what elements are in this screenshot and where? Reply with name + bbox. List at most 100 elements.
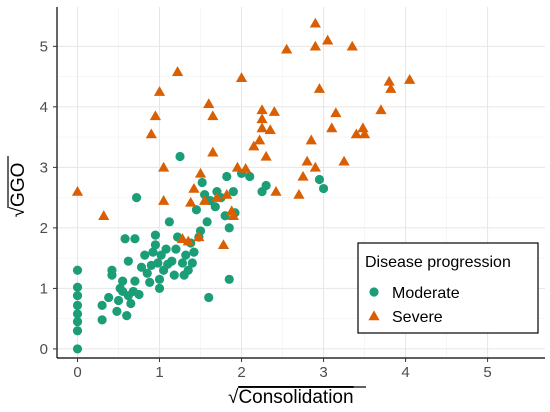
data-point-severe bbox=[301, 155, 313, 166]
data-point-severe bbox=[281, 43, 293, 54]
data-point-moderate bbox=[126, 298, 136, 309]
data-point-moderate bbox=[131, 193, 142, 203]
data-point-severe bbox=[153, 86, 166, 96]
data-point-severe bbox=[375, 104, 387, 115]
data-point-severe bbox=[256, 104, 268, 115]
data-point-moderate bbox=[107, 265, 117, 275]
data-point-moderate bbox=[118, 276, 128, 286]
data-point-severe bbox=[199, 195, 211, 205]
x-tick-label: 0 bbox=[73, 364, 81, 381]
data-point-severe bbox=[270, 185, 282, 196]
data-point-moderate bbox=[261, 180, 271, 191]
data-point-moderate bbox=[130, 234, 140, 244]
data-point-moderate bbox=[150, 240, 161, 250]
data-point-moderate bbox=[97, 300, 107, 310]
data-point-moderate bbox=[112, 306, 122, 317]
data-point-severe bbox=[293, 189, 305, 199]
y-tick-label: 0 bbox=[40, 341, 48, 358]
data-point-moderate bbox=[222, 171, 232, 182]
data-point-moderate bbox=[245, 171, 255, 182]
data-point-severe bbox=[309, 17, 321, 28]
data-point-severe bbox=[211, 192, 223, 202]
data-point-severe bbox=[171, 66, 184, 76]
data-point-severe bbox=[176, 233, 189, 243]
data-point-severe bbox=[350, 128, 362, 139]
data-point-severe bbox=[309, 161, 321, 172]
data-point-severe bbox=[194, 167, 207, 178]
data-point-severe bbox=[357, 122, 369, 133]
data-point-moderate bbox=[142, 268, 152, 278]
data-point-moderate bbox=[154, 283, 165, 294]
x-axis-title: √Consolidation bbox=[228, 387, 354, 408]
data-point-moderate bbox=[72, 344, 83, 354]
data-point-moderate bbox=[145, 277, 155, 287]
data-point-moderate bbox=[169, 270, 179, 280]
data-point-moderate bbox=[171, 244, 181, 254]
legend-box bbox=[357, 242, 539, 334]
data-point-severe bbox=[158, 161, 170, 172]
legend: Disease progression Moderate Severe bbox=[357, 242, 539, 334]
data-point-moderate bbox=[224, 223, 234, 233]
data-point-moderate bbox=[113, 295, 124, 306]
data-point-moderate bbox=[228, 186, 238, 197]
data-points bbox=[71, 17, 416, 354]
x-tick-label: 3 bbox=[319, 364, 327, 381]
data-point-severe bbox=[322, 34, 334, 45]
data-point-moderate bbox=[318, 183, 329, 194]
data-point-moderate bbox=[189, 247, 199, 257]
data-point-severe bbox=[297, 170, 309, 181]
grid bbox=[57, 7, 545, 358]
data-point-moderate bbox=[175, 151, 185, 162]
data-point-severe bbox=[193, 231, 205, 242]
y-tick-label: 4 bbox=[40, 99, 48, 116]
data-point-severe bbox=[253, 134, 266, 145]
data-point-severe bbox=[188, 182, 200, 193]
data-point-moderate bbox=[72, 300, 83, 310]
data-point-moderate bbox=[97, 315, 107, 325]
data-point-severe bbox=[358, 128, 371, 139]
data-point-moderate bbox=[72, 265, 83, 275]
axis-lines bbox=[56, 7, 545, 359]
data-point-moderate bbox=[167, 256, 177, 266]
data-point-moderate bbox=[72, 317, 83, 327]
data-point-severe bbox=[71, 185, 84, 196]
x-tick-label: 1 bbox=[155, 364, 163, 381]
y-axis-title: √GGO bbox=[8, 163, 29, 218]
data-point-severe bbox=[98, 210, 110, 220]
data-point-moderate bbox=[72, 309, 83, 319]
data-point-severe bbox=[385, 83, 397, 93]
data-point-severe bbox=[313, 83, 326, 93]
data-point-moderate bbox=[183, 265, 193, 275]
data-point-moderate bbox=[148, 247, 158, 257]
data-point-moderate bbox=[130, 276, 140, 286]
data-point-moderate bbox=[204, 292, 214, 303]
data-point-severe bbox=[149, 110, 162, 121]
data-point-severe bbox=[145, 128, 157, 139]
data-point-severe bbox=[185, 196, 197, 207]
data-point-moderate bbox=[200, 190, 210, 200]
data-point-moderate bbox=[177, 258, 188, 268]
y-tick-label: 1 bbox=[40, 280, 48, 297]
data-point-severe bbox=[256, 113, 268, 124]
data-point-severe bbox=[158, 195, 170, 205]
y-tick-label: 5 bbox=[40, 38, 48, 55]
data-point-moderate bbox=[197, 177, 207, 188]
data-point-severe bbox=[268, 106, 280, 116]
data-point-moderate bbox=[104, 292, 114, 303]
data-point-moderate bbox=[191, 205, 202, 215]
data-point-severe bbox=[207, 146, 219, 157]
data-point-severe bbox=[264, 124, 276, 135]
data-point-severe bbox=[309, 40, 321, 51]
data-point-severe bbox=[330, 107, 342, 118]
data-point-severe bbox=[207, 110, 219, 121]
legend-title: Disease progression bbox=[365, 254, 511, 271]
ticks: 0 1 2 3 4 5 0 1 2 3 4 5 bbox=[40, 38, 492, 381]
data-point-severe bbox=[256, 122, 268, 133]
data-point-moderate bbox=[134, 289, 144, 300]
data-point-moderate bbox=[202, 217, 212, 227]
data-point-severe bbox=[383, 75, 395, 86]
data-point-severe bbox=[221, 189, 233, 199]
data-point-severe bbox=[203, 98, 215, 109]
data-point-severe bbox=[305, 134, 317, 145]
